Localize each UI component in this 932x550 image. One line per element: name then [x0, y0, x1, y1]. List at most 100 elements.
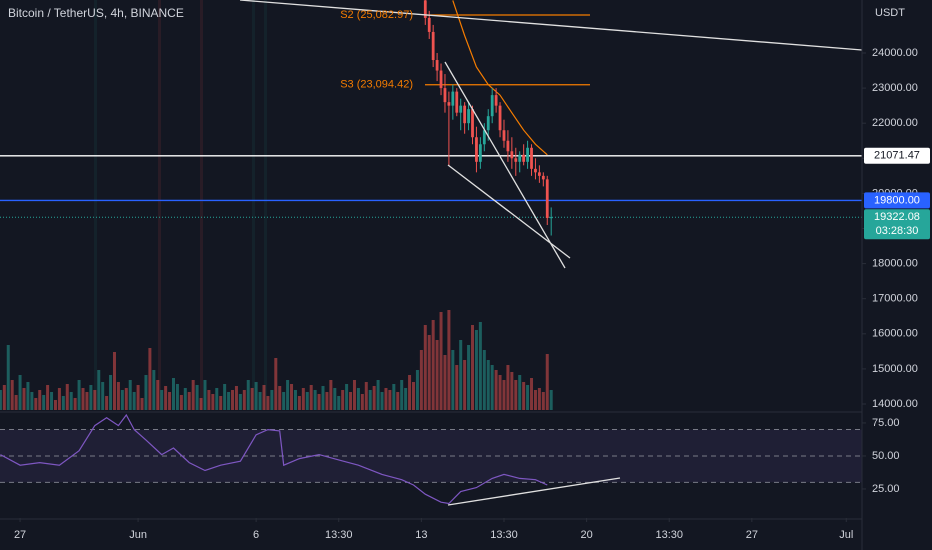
stripe — [264, 0, 267, 410]
volume-bar — [471, 325, 475, 410]
y-tick-label: 22000.00 — [872, 117, 918, 129]
volume-bar — [368, 390, 372, 410]
y-tick-label: 15000.00 — [872, 363, 918, 375]
volume-bar — [187, 392, 191, 410]
candle-body — [526, 147, 529, 162]
candle-body — [482, 130, 486, 145]
countdown-label: 03:28:30 — [876, 225, 919, 237]
volume-bar — [384, 388, 388, 410]
volume-bar — [478, 322, 482, 410]
volume-bar — [459, 340, 463, 410]
volume-bar — [57, 388, 61, 410]
volume-bar — [195, 385, 199, 410]
volume-bar — [219, 396, 223, 410]
volume-bar — [112, 352, 116, 410]
y-tick-label: 17000.00 — [872, 293, 918, 305]
volume-bar — [211, 394, 215, 410]
volume-bar — [290, 384, 294, 410]
x-tick-label: 6 — [253, 529, 259, 541]
volume-bar — [61, 396, 65, 410]
volume-bar — [254, 382, 258, 410]
candle-body — [494, 95, 498, 106]
volume-bar — [372, 386, 376, 410]
volume-bar — [274, 358, 278, 410]
last-price-label: 19322.08 — [874, 211, 920, 223]
rsi-tick-label: 75.00 — [872, 417, 900, 429]
candle-body — [459, 105, 463, 113]
volume-bar — [65, 384, 69, 410]
candle-body — [510, 151, 514, 159]
volume-bar — [223, 384, 227, 410]
volume-bar — [455, 365, 459, 410]
volume-bar — [486, 360, 490, 410]
volume-bar — [490, 365, 494, 410]
volume-bar — [22, 388, 26, 410]
volume-bar — [282, 392, 286, 410]
volume-bar — [156, 380, 160, 410]
volume-bar — [415, 370, 419, 410]
volume-bar — [463, 360, 467, 410]
candle-body — [447, 102, 451, 106]
stripe — [200, 0, 203, 410]
volume-bar — [301, 388, 305, 410]
volume-bar — [89, 385, 93, 410]
x-tick-label: 13 — [415, 529, 427, 541]
volume-bar — [502, 380, 506, 410]
x-tick-label: Jul — [839, 529, 853, 541]
candle-body — [478, 144, 482, 162]
candle-body — [455, 91, 459, 113]
volume-bar — [286, 380, 290, 410]
volume-bar — [518, 375, 522, 410]
volume-bar — [10, 380, 14, 410]
volume-bar — [215, 388, 219, 410]
candle-body — [530, 147, 533, 169]
volume-bar — [317, 394, 321, 410]
volume-bar — [411, 382, 415, 410]
candle-body — [514, 158, 518, 162]
volume-bar — [270, 390, 274, 410]
volume-bar — [439, 312, 443, 410]
volume-bar — [443, 355, 447, 410]
volume-bar — [101, 382, 105, 410]
price-label-box — [864, 147, 930, 164]
volume-bar — [431, 320, 435, 410]
volume-bar — [246, 380, 250, 410]
trendline — [447, 164, 571, 259]
volume-bar — [400, 380, 404, 410]
volume-bar — [309, 385, 313, 410]
candle-body — [475, 137, 478, 162]
candle-body — [443, 88, 447, 103]
volume-bar — [227, 392, 231, 410]
x-tick-label: 27 — [14, 529, 26, 541]
last-price-box — [864, 209, 930, 240]
candle-body — [522, 154, 526, 162]
moving-average — [452, 0, 548, 156]
volume-bar — [231, 390, 235, 410]
volume-bar — [266, 396, 270, 410]
volume-bar — [537, 388, 541, 410]
volume-bar — [38, 390, 42, 410]
x-tick-label: 27 — [746, 529, 758, 541]
volume-bar — [435, 340, 439, 410]
volume-bar — [352, 380, 356, 410]
plot-area — [0, 0, 862, 505]
overlay: 14000.00 15000.00 16000.00 17000.00 18000.00… — [14, 9, 930, 541]
candle-body — [439, 70, 443, 89]
volume-bar — [234, 386, 238, 410]
candle-body — [471, 109, 474, 138]
volume-bar — [313, 390, 317, 410]
volume-bar — [136, 385, 140, 410]
volume-bar — [105, 396, 109, 410]
volume-bar — [467, 345, 471, 410]
volume-bar — [242, 390, 246, 410]
candle-body — [537, 172, 541, 176]
volume-bar — [510, 372, 514, 410]
candle-body — [451, 91, 455, 106]
volume-bar — [124, 388, 128, 410]
candle-body — [463, 105, 467, 124]
volume-bar — [14, 395, 18, 410]
volume-bar — [356, 388, 360, 410]
volume-bar — [116, 382, 120, 410]
volume-bar — [380, 392, 384, 410]
